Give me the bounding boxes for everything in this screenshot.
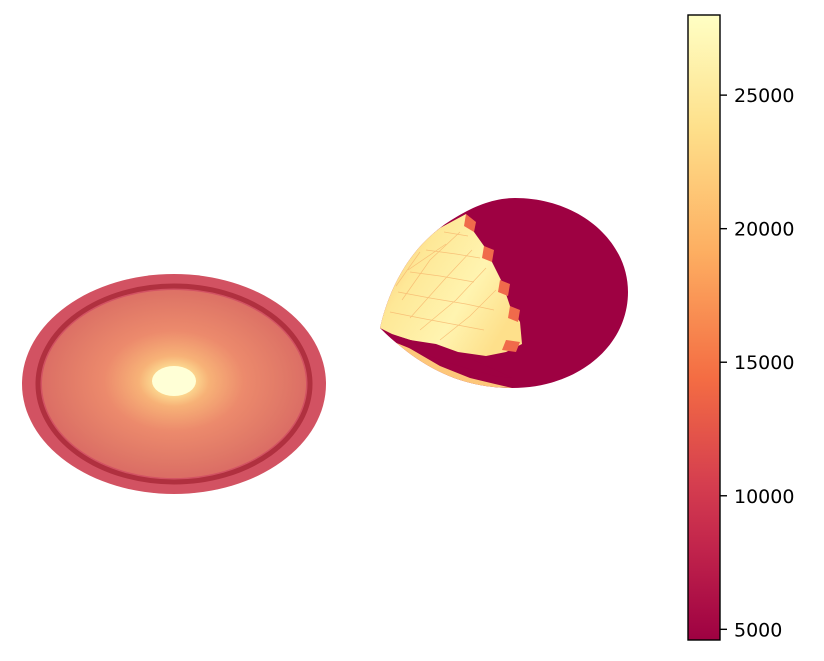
colorbar-tick-label: 25000 bbox=[734, 85, 794, 107]
colorbar-tick-label: 10000 bbox=[734, 486, 794, 508]
sphere-panel bbox=[380, 198, 628, 388]
sphere-warm-cap bbox=[380, 214, 522, 356]
colorbar-tick-label: 15000 bbox=[734, 352, 794, 374]
colorbar-gradient bbox=[687, 14, 721, 641]
colorbar-tick-label: 20000 bbox=[734, 219, 794, 241]
disk-panel bbox=[22, 274, 326, 494]
colorbar-tick-label: 5000 bbox=[734, 619, 782, 641]
colorbar-ticks: 5000 10000 15000 20000 25000 bbox=[720, 85, 794, 641]
disk-hotspot bbox=[152, 366, 196, 396]
sphere-edge-blocks bbox=[464, 214, 520, 352]
disk-dark-ring bbox=[35, 283, 313, 485]
colorbar: 5000 10000 15000 20000 25000 bbox=[687, 14, 794, 641]
sphere-mesh bbox=[389, 231, 497, 341]
sphere-dark-band bbox=[384, 332, 512, 378]
